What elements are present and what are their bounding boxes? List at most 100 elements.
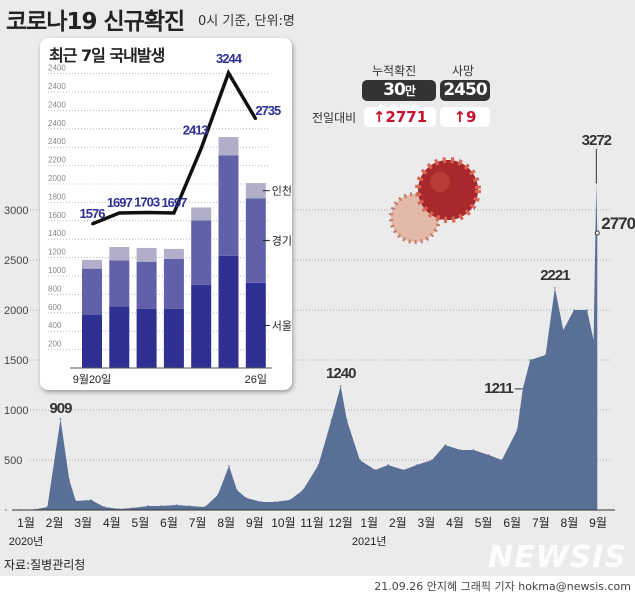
line-point <box>118 212 121 215</box>
line-point <box>91 223 93 225</box>
line-point <box>172 212 175 215</box>
data-point <box>544 354 547 356</box>
x-tick-label: 2월 <box>389 516 407 530</box>
x-tick-label: 12월 <box>328 516 352 530</box>
bar-segment-인천 <box>218 137 239 156</box>
line-point <box>200 147 203 150</box>
year-label: 2020년 <box>9 535 44 548</box>
data-point <box>415 464 418 466</box>
inset-y-tick: 2400 <box>48 100 66 109</box>
annotation-label: 2221 <box>540 267 570 284</box>
data-point <box>302 489 304 491</box>
footer-bar <box>0 576 635 594</box>
x-tick-label: 5월 <box>132 516 150 530</box>
inset-y-tick: 800 <box>48 284 62 293</box>
data-point <box>245 497 248 499</box>
data-point <box>402 469 405 471</box>
data-point <box>387 464 390 466</box>
x-tick-label: 11월 <box>300 516 324 530</box>
x-tick-label: 9월 <box>589 516 607 530</box>
bar-segment-경기 <box>191 220 212 285</box>
data-point <box>90 499 92 501</box>
cumulative-label: 누적확진 <box>372 64 417 78</box>
data-point <box>160 505 162 507</box>
inset-y-tick: 2200 <box>48 156 66 165</box>
x-tick-label: 7월 <box>189 516 207 530</box>
x-tick-label: 4월 <box>446 516 464 530</box>
data-point <box>472 449 475 451</box>
data-point <box>260 501 263 503</box>
data-point <box>236 489 238 491</box>
x-tick-label: 6월 <box>503 516 521 530</box>
bar-segment-경기 <box>82 268 102 315</box>
data-point <box>59 418 62 420</box>
cumulative-change: ↑2771 <box>364 107 436 127</box>
y-tick-label: 2000 <box>4 305 28 317</box>
data-point <box>562 329 565 331</box>
data-point <box>118 508 121 510</box>
data-point <box>204 506 206 508</box>
x-tick-label: 1월 <box>360 516 378 530</box>
y-tick-label: 1500 <box>4 355 28 367</box>
title-text: 코로나19 신규확진 <box>6 9 185 35</box>
data-point <box>273 501 276 503</box>
data-point <box>217 494 219 496</box>
data-point <box>339 385 342 387</box>
bar-segment-경기 <box>136 261 157 309</box>
bar-segment-경기 <box>109 260 130 307</box>
bar-segment-서울 <box>109 306 130 368</box>
bar-segment-인천 <box>163 248 184 259</box>
x-tick-label: 4월 <box>103 516 121 530</box>
line-value-label: 2735 <box>255 103 281 118</box>
cumulative-unit: 만 <box>404 84 416 98</box>
data-point <box>488 454 490 456</box>
data-point <box>68 479 71 481</box>
data-point <box>289 499 291 501</box>
data-point <box>554 287 556 289</box>
bar-segment-인천 <box>109 247 130 261</box>
inset-y-tick: 1200 <box>48 248 66 257</box>
change-label: 전일대비 <box>312 111 357 125</box>
bar-segment-경기 <box>163 258 184 309</box>
data-point <box>444 444 446 446</box>
data-point <box>175 504 178 506</box>
annotation-label: 1211 <box>484 380 513 397</box>
bar-segment-인천 <box>136 247 157 262</box>
data-point <box>228 465 230 467</box>
y-tick-label: 3000 <box>4 205 28 217</box>
inset-y-tick: 600 <box>48 303 62 312</box>
data-point <box>188 505 191 507</box>
data-point <box>521 388 524 390</box>
y-tick-label: 1000 <box>4 405 28 417</box>
data-point <box>346 419 348 421</box>
legend-label: 서울 <box>272 319 292 332</box>
death-value: 2450 <box>440 80 490 101</box>
line-point <box>145 211 148 214</box>
data-point <box>330 419 333 421</box>
page-title: 코로나19 신규확진 <box>6 2 185 36</box>
year-label: 2021년 <box>352 535 387 548</box>
data-point <box>317 464 320 466</box>
annotation-label: 3272 <box>582 132 612 149</box>
inset-y-tick: 400 <box>48 321 62 330</box>
data-point <box>592 339 595 341</box>
data-point <box>501 459 503 461</box>
bar-segment-서울 <box>191 284 212 368</box>
line-value-label: 1576 <box>80 206 106 221</box>
bar-segment-서울 <box>82 314 102 368</box>
cumulative-value: 30만1172 <box>362 80 436 122</box>
annotation-label: 2770 <box>601 214 635 233</box>
inset-x-tick: 9월20일 <box>73 372 112 386</box>
data-point <box>46 506 49 508</box>
annotation-marker <box>594 230 600 236</box>
inset-y-tick: 2400 <box>48 64 66 73</box>
legend-label: 인천 <box>272 184 292 198</box>
line-value-label: 1697 <box>161 195 187 210</box>
cumulative-a: 30 <box>383 80 406 100</box>
inset-y-tick: 2400 <box>48 82 66 91</box>
data-point <box>529 359 532 361</box>
data-point <box>103 506 106 508</box>
x-tick-label: 6월 <box>160 516 178 530</box>
x-tick-label: 9월 <box>246 516 264 530</box>
